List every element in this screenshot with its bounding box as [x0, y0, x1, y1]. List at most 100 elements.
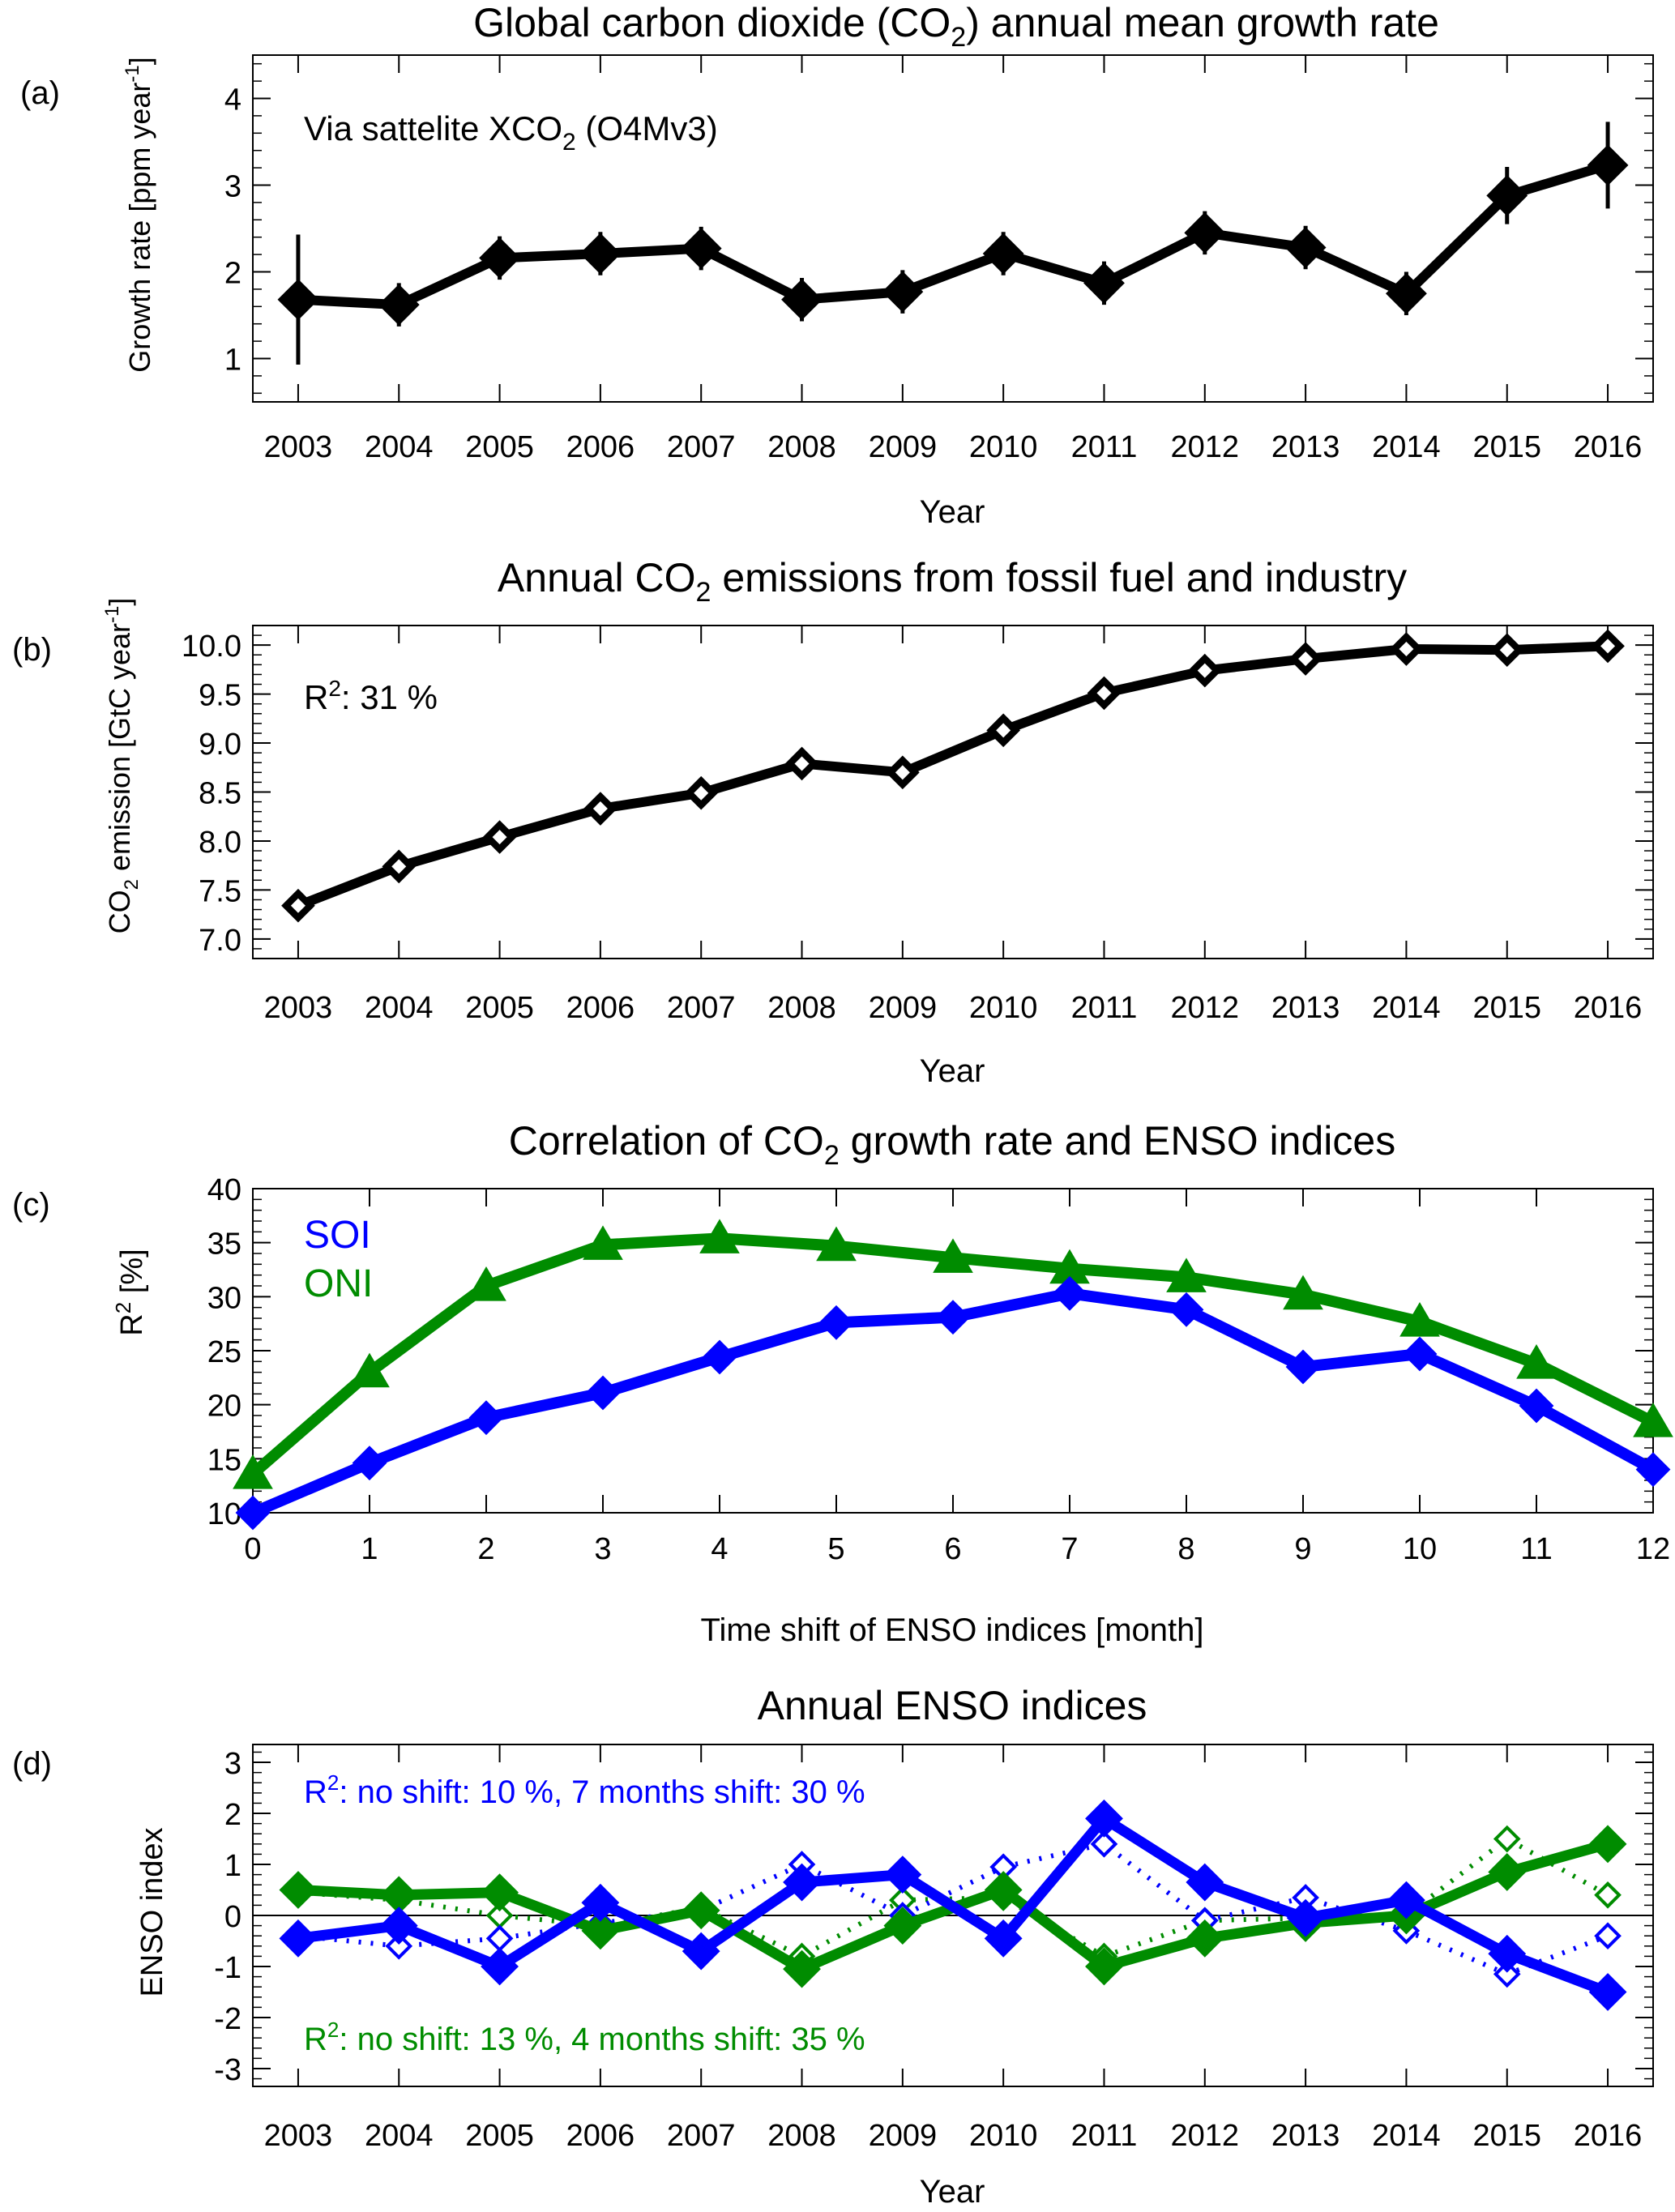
- y-tick-label: 9.0: [199, 728, 241, 762]
- panel-c-xlabel: Time shift of ENSO indices [month]: [701, 1612, 1204, 1648]
- panel-c-title: Correlation of CO2 growth rate and ENSO …: [509, 1118, 1395, 1171]
- y-tick-label: 15: [207, 1443, 241, 1477]
- data-point-oni: [933, 1238, 973, 1273]
- x-tick-label: 2003: [264, 991, 333, 1025]
- x-tick-label: 4: [711, 1532, 728, 1566]
- x-tick-label: 2010: [969, 430, 1038, 464]
- x-tick-label: 2013: [1271, 2119, 1340, 2153]
- x-tick-label: 2007: [667, 430, 736, 464]
- data-point-soi: [984, 1919, 1023, 1958]
- panel-label-b: (b): [12, 632, 52, 668]
- panel-d: (d) Annual ENSO indices ENSO index R2: n…: [12, 1683, 1654, 2210]
- data-point-growth-rate: [1184, 211, 1226, 254]
- x-tick-label: 7: [1061, 1532, 1078, 1566]
- data-point-growth-rate: [680, 228, 722, 270]
- data-point-center: [1197, 663, 1212, 678]
- panel-a-ylabel: Growth rate [ppm year-1]: [122, 57, 156, 373]
- x-tick-label: 2005: [465, 2119, 534, 2153]
- data-point-oni: [349, 1352, 390, 1388]
- panel-c: (c) Correlation of CO2 growth rate and E…: [12, 1118, 1673, 1648]
- data-point-soi: [1052, 1275, 1087, 1311]
- panel-label-c: (c): [12, 1187, 50, 1223]
- x-tick-label: 2016: [1574, 2119, 1643, 2153]
- data-point-soi-shifted: [385, 1932, 413, 1960]
- series-line-oni: [249, 1232, 1656, 1479]
- panel-c-ylabel: R2 [%]: [111, 1249, 149, 1335]
- panel-label-d: (d): [12, 1746, 52, 1782]
- data-point-soi: [935, 1300, 971, 1335]
- panel-a-title: Global carbon dioxide (CO2) annual mean …: [473, 0, 1439, 53]
- x-tick-label: 2: [477, 1532, 494, 1566]
- data-point-oni: [816, 1226, 857, 1262]
- x-tick-label: 2004: [365, 2119, 434, 2153]
- x-tick-label: 2013: [1271, 991, 1340, 1025]
- plot-frame-b: [252, 625, 1654, 959]
- data-point-center: [794, 756, 810, 771]
- x-tick-label: 2010: [969, 2119, 1038, 2153]
- data-point-soi: [1186, 1863, 1224, 1902]
- data-point-center: [290, 898, 306, 913]
- y-tick-label: 8.0: [199, 826, 241, 860]
- panel-label-a: (a): [20, 75, 60, 111]
- x-tick-label: 2005: [465, 991, 534, 1025]
- x-tick-label: 2011: [1071, 2119, 1138, 2153]
- x-tick-label: 2005: [465, 430, 534, 464]
- data-point-soi: [1635, 1452, 1671, 1488]
- panel-a-xlabel: Year: [920, 494, 985, 530]
- x-tick-label: 0: [244, 1532, 261, 1566]
- x-tick-label: 2014: [1372, 430, 1441, 464]
- legend-soi: SOI: [304, 1214, 371, 1257]
- data-point-soi: [468, 1400, 504, 1436]
- panel-b: (b) Annual CO2 emissions from fossil fue…: [12, 555, 1654, 1089]
- data-point-oni: [583, 1225, 623, 1260]
- x-tick-label: 2011: [1071, 991, 1138, 1025]
- x-tick-label: 2012: [1171, 430, 1240, 464]
- plot-frame-a: [252, 54, 1654, 403]
- data-point-growth-rate: [579, 233, 622, 275]
- data-point-center: [1600, 638, 1616, 654]
- data-point-soi-shifted: [1090, 1830, 1118, 1858]
- data-point-center: [1399, 642, 1414, 657]
- data-point-soi: [1169, 1292, 1204, 1327]
- data-point-soi: [235, 1495, 271, 1531]
- data-point-center: [694, 785, 709, 801]
- data-point-growth-rate: [378, 284, 420, 326]
- plot-area-b: 7.0 7.5 8.0 8.5 9.0 9.5 10.0 2003 2004 2005 2006 20…: [182, 625, 1654, 1025]
- x-tick-label: 2015: [1472, 991, 1541, 1025]
- data-point-soi-shifted: [1594, 1922, 1622, 1950]
- data-point-center: [492, 830, 507, 845]
- data-point-growth-rate: [1284, 227, 1327, 268]
- y-tick-label: 2: [224, 257, 241, 291]
- y-tick-label: 1: [224, 1849, 241, 1883]
- x-tick-label: 10: [1403, 1532, 1437, 1566]
- panel-d-title: Annual ENSO indices: [758, 1683, 1147, 1728]
- x-tick-label: 2012: [1171, 991, 1240, 1025]
- x-tick-label: 2007: [667, 991, 736, 1025]
- data-point-soi: [1387, 1881, 1425, 1919]
- data-point-center: [391, 859, 407, 874]
- y-tick-label: 9.5: [199, 679, 241, 713]
- data-point-oni: [1516, 1344, 1557, 1379]
- y-tick-label: 35: [207, 1228, 241, 1262]
- y-tick-label: 10.0: [182, 630, 241, 664]
- plot-area-a: 1 2 3 4 2003 2004 2005 2006 2007 2008 2009 2010 2011…: [224, 54, 1654, 464]
- data-point-soi: [818, 1305, 854, 1340]
- x-tick-label: 2009: [869, 430, 938, 464]
- panel-d-ylabel: ENSO index: [135, 1827, 169, 1996]
- x-tick-label: 2016: [1574, 430, 1643, 464]
- x-tick-label: 2008: [767, 430, 836, 464]
- data-point-oni: [1283, 1275, 1323, 1310]
- y-tick-label: 30: [207, 1281, 241, 1315]
- x-tick-label: 2003: [264, 2119, 333, 2153]
- x-tick-label: 12: [1636, 1532, 1670, 1566]
- x-tick-label: 2015: [1472, 430, 1541, 464]
- x-tick-label: 2015: [1472, 2119, 1541, 2153]
- x-tick-label: 2006: [566, 2119, 635, 2153]
- plot-area-d: -3 -2 -1 0 1 2 3 2003 2004 2005 2006 2007 2008 2009 20…: [214, 1744, 1654, 2153]
- data-point-oni: [682, 1891, 720, 1930]
- plot-frame-c: [252, 1188, 1654, 1514]
- data-point-soi: [352, 1445, 387, 1481]
- data-point-soi: [783, 1863, 821, 1902]
